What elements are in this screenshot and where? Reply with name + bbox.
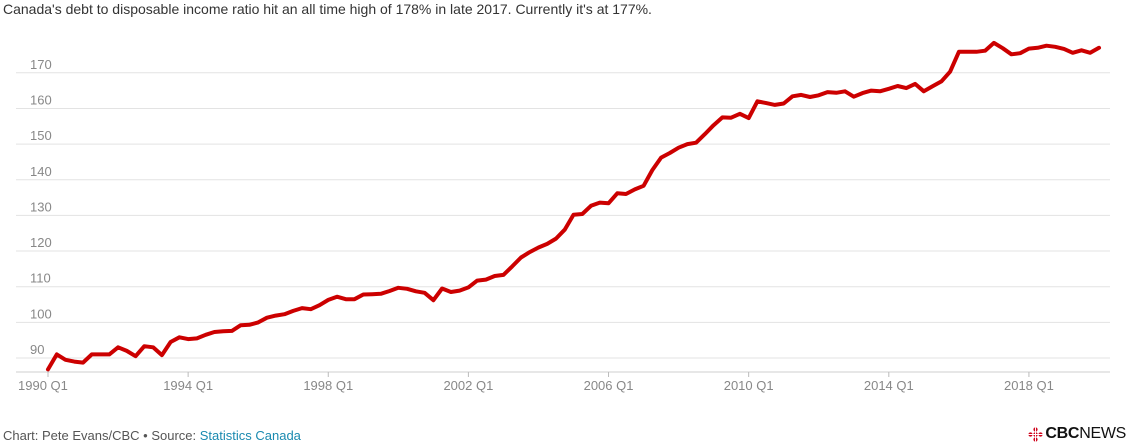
y-tick-label: 100 — [30, 306, 52, 321]
x-tick-label: 1994 Q1 — [163, 378, 213, 393]
x-tick-label: 2010 Q1 — [724, 378, 774, 393]
x-tick-label: 2006 Q1 — [584, 378, 634, 393]
logo-cbc-text: CBC — [1045, 425, 1080, 442]
y-tick-label: 140 — [30, 164, 52, 179]
x-tick-label: 2014 Q1 — [864, 378, 914, 393]
y-tick-label: 110 — [30, 271, 51, 286]
x-axis-ticks: 1990 Q1 1994 Q1 1998 Q1 2002 Q1 2006 Q1 2010 … — [18, 372, 1054, 393]
x-tick-label: 2002 Q1 — [443, 378, 493, 393]
credit-text: Chart: Pete Evans/CBC • Source: — [3, 428, 200, 443]
source-link[interactable]: Statistics Canada — [199, 428, 301, 443]
line-chart: 90 100 110 120 130 140 150 160 170 1990 Q1 1994 Q… — [16, 40, 1110, 393]
y-tick-label: 120 — [30, 235, 52, 250]
y-tick-label: 150 — [30, 128, 52, 143]
cbc-gem-icon — [1028, 426, 1044, 442]
x-tick-label: 1990 Q1 — [18, 378, 68, 393]
x-tick-label: 1998 Q1 — [303, 378, 353, 393]
y-axis-ticks: 90 100 110 120 130 140 150 160 170 — [30, 57, 52, 357]
y-tick-label: 130 — [30, 199, 52, 214]
x-tick-label: 2018 Q1 — [1004, 378, 1054, 393]
series-group — [46, 40, 1101, 372]
y-tick-label: 170 — [30, 57, 52, 72]
chart-credit: Chart: Pete Evans/CBC • Source: Statisti… — [3, 428, 301, 443]
chart-title: Canada's debt to disposable income ratio… — [3, 1, 652, 17]
y-tick-label: 90 — [30, 342, 44, 357]
cbc-news-logo: CBC NEWS — [1028, 425, 1126, 443]
series-line — [46, 40, 1101, 372]
logo-news-text: NEWS — [1079, 425, 1126, 442]
y-tick-label: 160 — [30, 92, 52, 107]
grid-lines — [16, 72, 1110, 373]
